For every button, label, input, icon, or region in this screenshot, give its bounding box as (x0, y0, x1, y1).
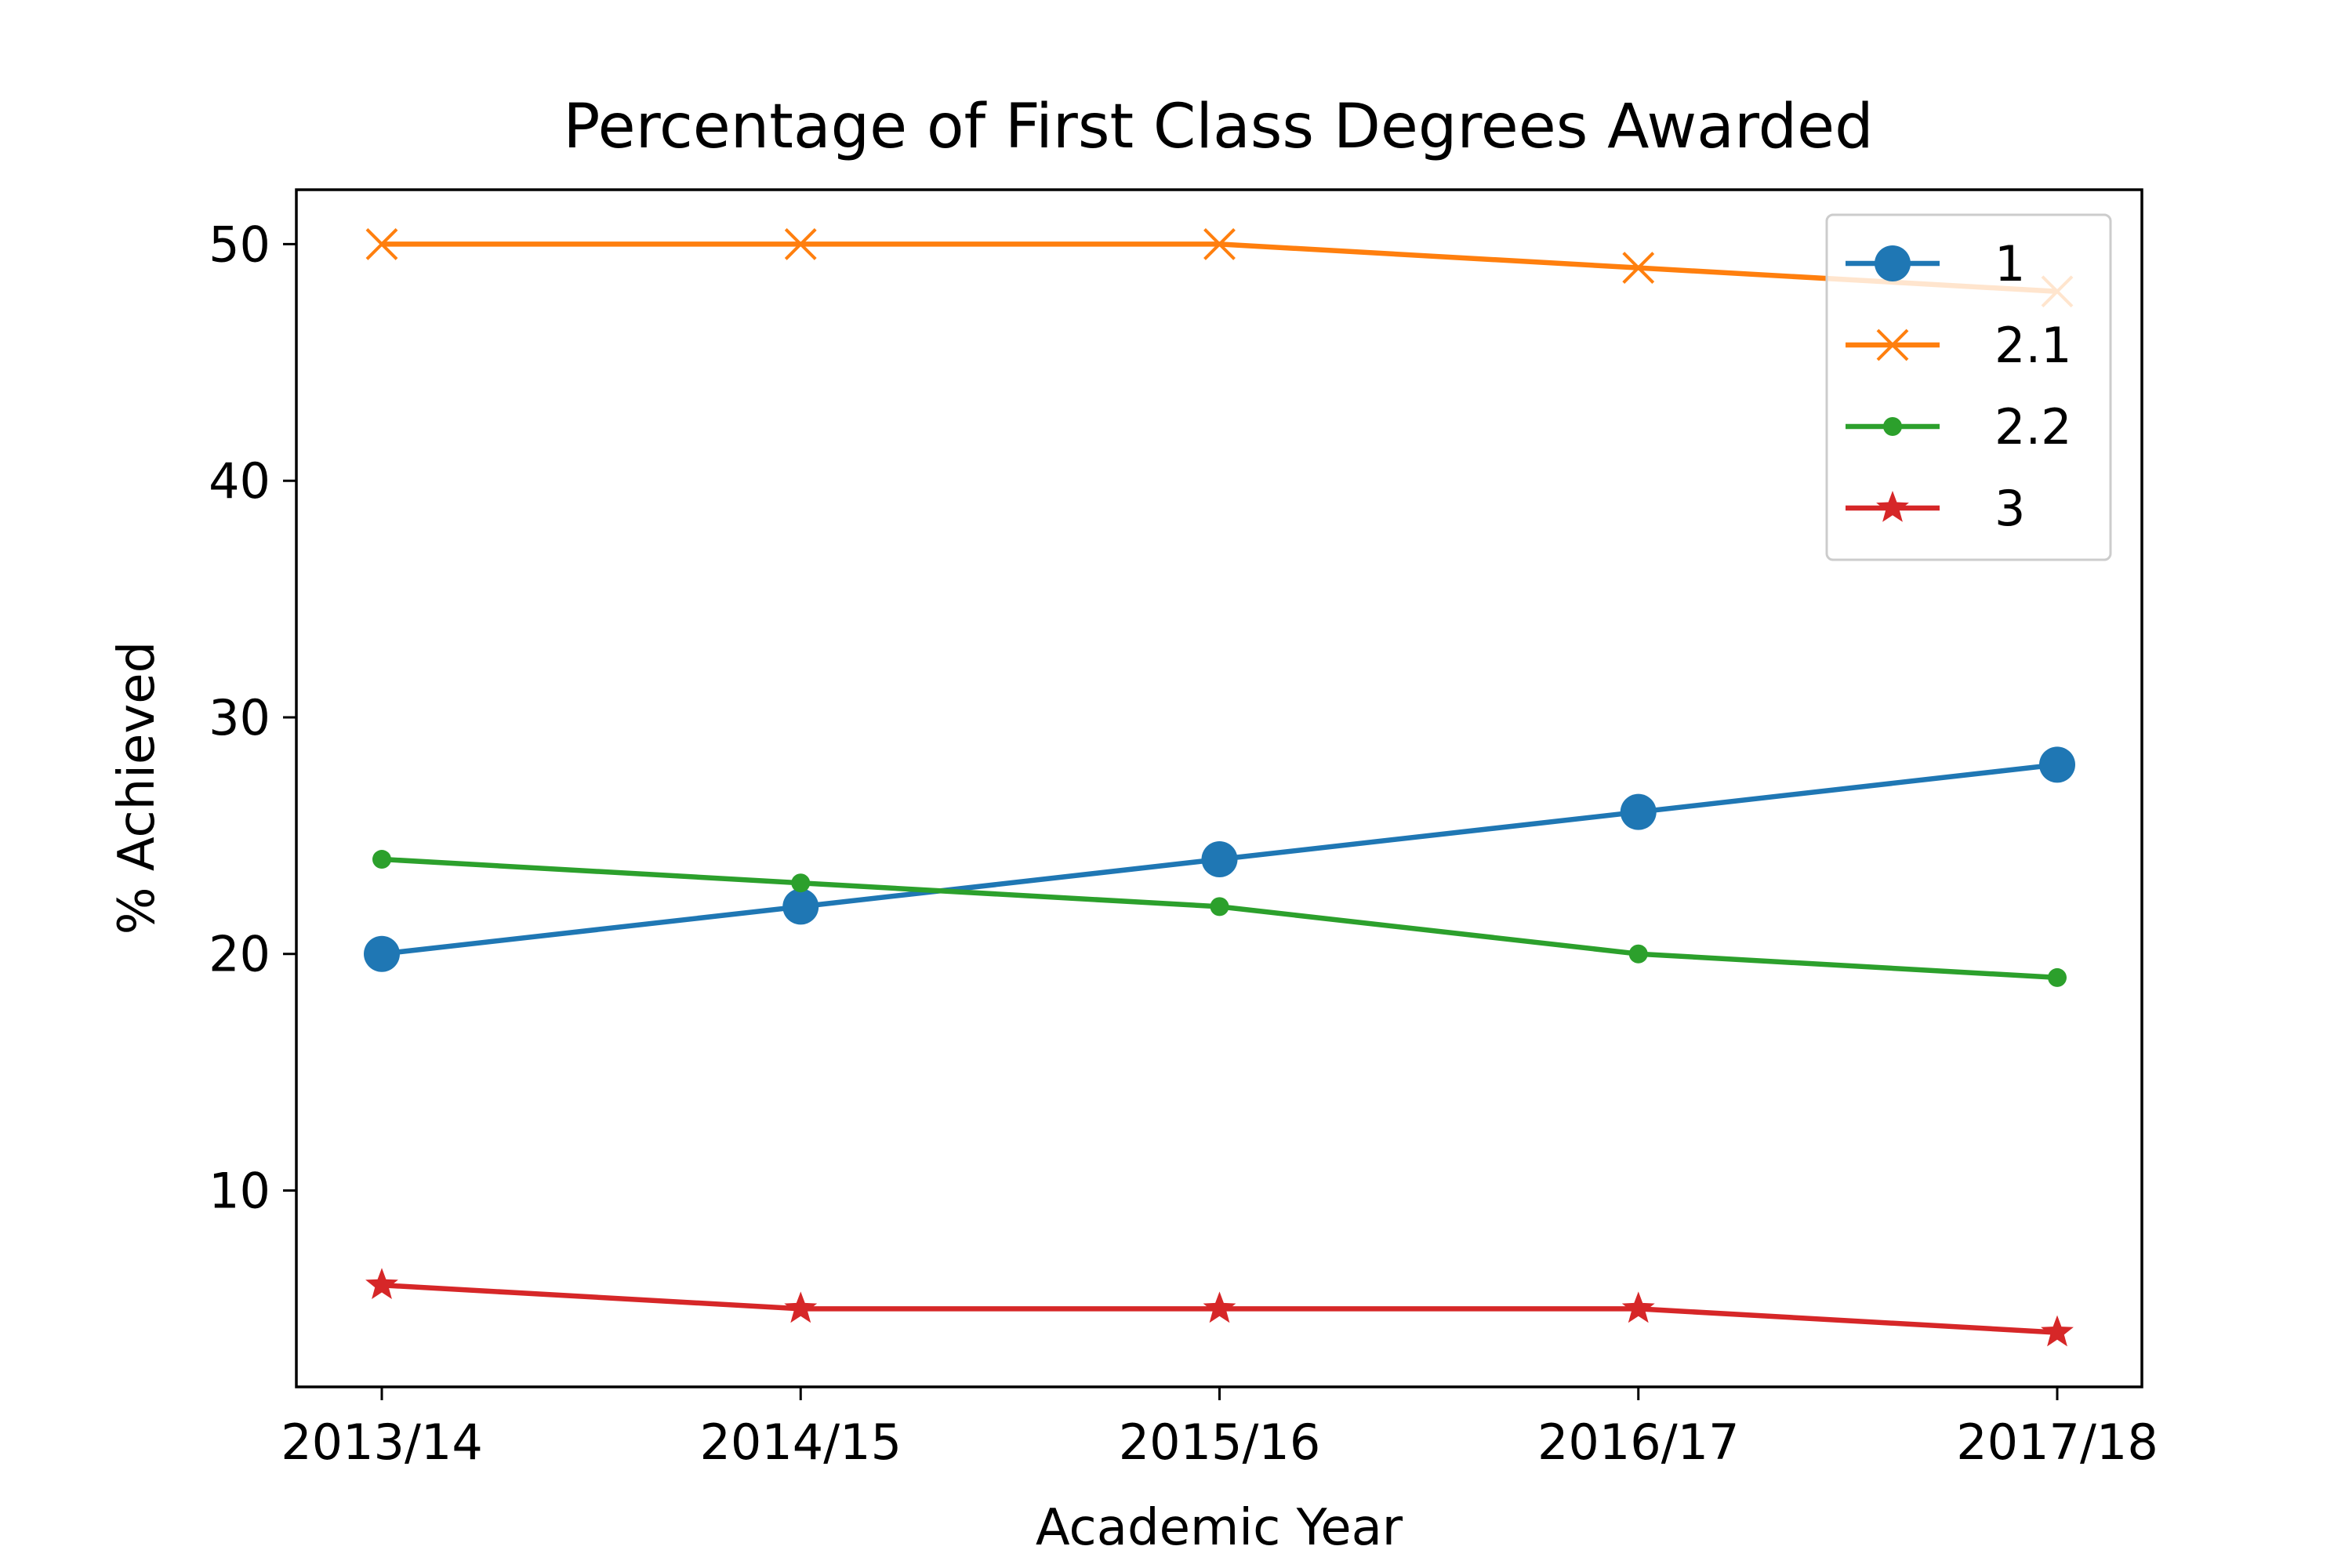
legend-label: 1 (1994, 235, 2025, 292)
legend-label: 3 (1994, 480, 2025, 537)
series-1-point (1201, 841, 1238, 878)
y-tick-label: 10 (209, 1163, 270, 1220)
chart-title: Percentage of First Class Degrees Awarde… (563, 92, 1873, 162)
legend-marker (1876, 491, 1909, 522)
plot-area-frame (295, 188, 2143, 1388)
series-2-2 (372, 850, 2067, 987)
x-tick-label: 2013/14 (281, 1414, 483, 1471)
series-1-point (2039, 746, 2075, 783)
series-3 (365, 1268, 2074, 1347)
series-2-1-point (1622, 252, 1655, 285)
legend-item-2-2: 2.2 (1846, 398, 2072, 456)
series-1-point (782, 888, 819, 925)
legend-label: 2.1 (1994, 317, 2072, 374)
series-2-1-point (365, 227, 398, 260)
legend-marker (1883, 417, 1902, 436)
series-2-2-point (372, 850, 391, 869)
legend-item-1: 1 (1846, 235, 2025, 292)
series-2-2-point (1210, 897, 1229, 916)
series-1-point (1620, 793, 1657, 830)
x-tick-label: 2016/17 (1537, 1414, 1740, 1471)
series-3-point (1203, 1291, 1236, 1323)
y-tick-label: 20 (209, 926, 270, 983)
legend-label: 2.2 (1994, 398, 2072, 456)
y-tick-label: 50 (209, 216, 270, 273)
legend-marker (1876, 328, 1909, 361)
series-2-2-point (2048, 967, 2067, 987)
series-2-1-point (1203, 227, 1236, 260)
y-tick-label: 30 (209, 689, 270, 746)
x-tick-label: 2015/16 (1119, 1414, 1321, 1471)
x-tick-label: 2014/15 (699, 1414, 902, 1471)
series-2-2-point (791, 873, 811, 893)
y-axis-ticks: 10 20 30 40 50 (209, 216, 296, 1220)
legend-item-3: 3 (1846, 480, 2025, 537)
legend: 1 2.1 2.2 3 (1825, 213, 2112, 561)
x-axis-ticks: 2013/14 2014/15 2015/16 2016/17 2017/18 (281, 1387, 2158, 1471)
series-1 (364, 746, 2075, 972)
legend-item-2-1: 2.1 (1846, 317, 2072, 374)
series-2-2-point (1628, 944, 1648, 964)
x-axis-label: Academic Year (1036, 1499, 1403, 1557)
series-1-point (364, 935, 400, 972)
series-3-point (2041, 1315, 2074, 1347)
y-axis-label: % Achieved (108, 641, 166, 935)
series-2-1-point (784, 227, 817, 260)
legend-marker (1875, 245, 1911, 281)
y-tick-label: 40 (209, 452, 270, 510)
x-tick-label: 2017/18 (1956, 1414, 2158, 1471)
legend-box (1825, 213, 2112, 561)
series-3-point (784, 1291, 818, 1323)
series-3-point (365, 1268, 398, 1299)
series-3-point (1621, 1291, 1655, 1323)
